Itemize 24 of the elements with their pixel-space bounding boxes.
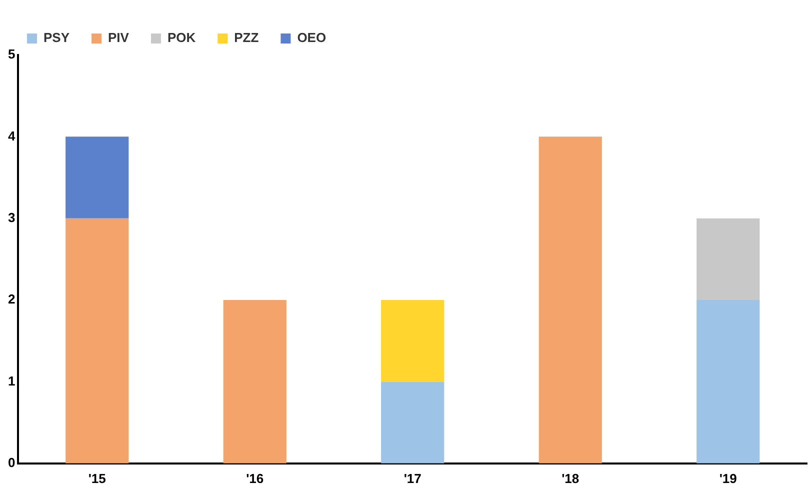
y-tick-label: 2 <box>8 292 16 307</box>
legend-label: OEO <box>297 30 326 46</box>
x-tick-label: '18 <box>562 470 580 486</box>
x-tick-label: '15 <box>88 470 106 486</box>
legend-label: PZZ <box>234 30 259 46</box>
bar <box>538 136 602 464</box>
legend-label: POK <box>167 30 196 46</box>
y-tick-label: 4 <box>8 128 16 144</box>
bar <box>66 136 129 218</box>
bar <box>381 382 444 464</box>
x-tick-label: '19 <box>719 470 737 486</box>
bar <box>696 218 760 300</box>
legend-label: PSY <box>44 30 70 46</box>
bar <box>696 300 760 464</box>
bar <box>223 300 286 464</box>
bar <box>381 300 444 382</box>
y-tick-label: 5 <box>8 46 16 62</box>
bar <box>66 218 129 464</box>
x-tick-label: '17 <box>404 470 422 486</box>
y-tick-label: 0 <box>8 454 16 470</box>
x-tick-label: '16 <box>246 470 264 486</box>
legend-label: PIV <box>108 30 130 46</box>
y-tick-label: 1 <box>8 373 16 388</box>
y-tick-label: 3 <box>8 210 16 225</box>
